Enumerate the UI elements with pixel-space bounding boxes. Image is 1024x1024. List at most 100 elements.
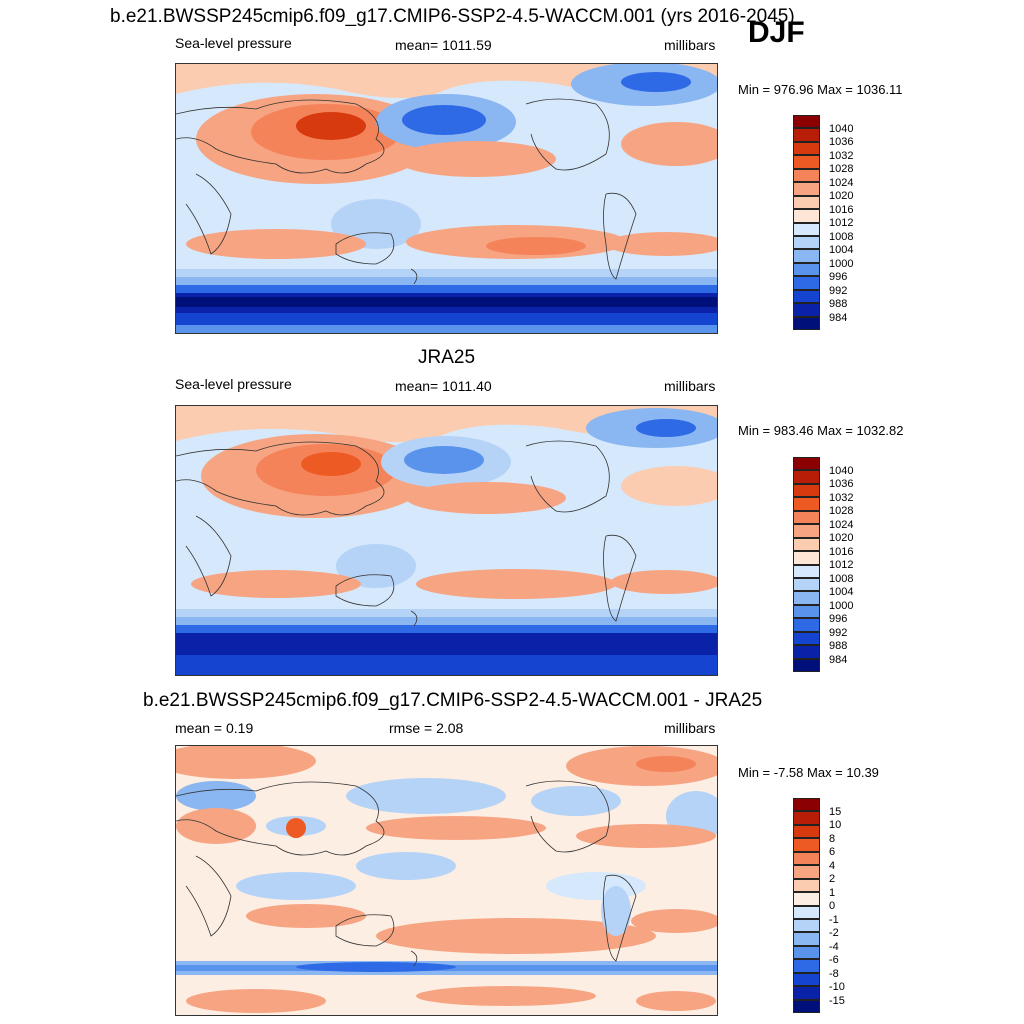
- colorbar-tick-label: 984: [829, 311, 848, 324]
- colorbar-tick-label: 1024: [829, 176, 854, 189]
- colorbar-tick-label: 10: [829, 819, 842, 831]
- colorbar-tick-label: 15: [829, 805, 842, 818]
- panel3-mean-label: mean = 0.19: [175, 720, 254, 736]
- season-label: DJF: [748, 16, 805, 49]
- colorbar-cell: [793, 235, 820, 250]
- colorbar-tick-label: 1028: [829, 163, 854, 175]
- colorbar-cell: [793, 262, 820, 277]
- panel1-variable-label: Sea-level pressure: [175, 35, 292, 51]
- panel3-units-label: millibars: [664, 720, 716, 736]
- colorbar-tick-label: -6: [829, 954, 839, 966]
- colorbar-tick-label: 1036: [829, 478, 854, 490]
- colorbar-cell: [793, 115, 820, 129]
- colorbar-tick-label: 1032: [829, 491, 854, 504]
- panel3-map: [175, 745, 718, 1016]
- panel1-minmax: Min = 976.96 Max = 1036.11: [738, 82, 903, 97]
- colorbar-tick-label: 0: [829, 900, 836, 912]
- colorbar-tick-label: 1012: [829, 217, 854, 229]
- colorbar-cell: [793, 483, 820, 498]
- colorbar-cell: [793, 972, 820, 987]
- colorbar-cell: [793, 289, 820, 304]
- panel2-mean-label: mean= 1011.40: [395, 378, 492, 394]
- colorbar-tick-label: 1004: [829, 244, 854, 256]
- colorbar-cell: [793, 631, 820, 646]
- panel2-minmax: Min = 983.46 Max = 1032.82: [738, 423, 904, 438]
- colorbar-tick-label: 1000: [829, 257, 854, 270]
- colorbar-cell: [793, 824, 820, 839]
- colorbar-cell: [793, 497, 820, 511]
- colorbar-cell: [793, 537, 820, 552]
- colorbar-cell: [793, 128, 820, 142]
- colorbar-tick-label: 984: [829, 653, 848, 666]
- colorbar-cell: [793, 470, 820, 484]
- colorbar-cell: [793, 155, 820, 169]
- panel1-units-label: millibars: [664, 37, 716, 53]
- panel1-title: b.e21.BWSSP245cmip6.f09_g17.CMIP6-SSP2-4…: [110, 6, 795, 27]
- colorbar-tick-label: 6: [829, 846, 836, 858]
- colorbar-cell: [793, 865, 820, 879]
- colorbar-cell: [793, 141, 820, 156]
- colorbar-tick-label: 8: [829, 832, 836, 845]
- colorbar-cell: [793, 276, 820, 290]
- colorbar-cell: [793, 195, 820, 210]
- colorbar-cell: [793, 986, 820, 1000]
- colorbar-cell: [793, 182, 820, 196]
- colorbar-tick-label: -8: [829, 967, 839, 980]
- colorbar-cell: [793, 168, 820, 183]
- colorbar-tick-label: 988: [829, 298, 848, 310]
- panel2-units-label: millibars: [664, 378, 716, 394]
- colorbar-tick-label: 1040: [829, 464, 854, 477]
- colorbar-tick-label: 1000: [829, 599, 854, 612]
- colorbar-cell: [793, 591, 820, 605]
- colorbar-cell: [793, 932, 820, 946]
- colorbar-cell: [793, 457, 820, 471]
- colorbar-tick-label: 1016: [829, 545, 854, 558]
- colorbar-tick-label: -1: [829, 913, 839, 926]
- panel2-map: [175, 405, 718, 676]
- colorbar-tick-label: -4: [829, 940, 839, 953]
- colorbar-tick-label: 1032: [829, 149, 854, 162]
- colorbar-tick-label: 1012: [829, 559, 854, 571]
- colorbar-cell: [793, 918, 820, 933]
- colorbar-tick-label: 1020: [829, 532, 854, 544]
- colorbar-cell: [793, 577, 820, 592]
- colorbar-tick-label: 992: [829, 284, 848, 297]
- colorbar-cell: [793, 878, 820, 893]
- panel1-mean-label: mean= 1011.59: [395, 37, 492, 53]
- colorbar-tick-label: 992: [829, 626, 848, 639]
- colorbar-tick-label: 1008: [829, 230, 854, 243]
- panel3-title: b.e21.BWSSP245cmip6.f09_g17.CMIP6-SSP2-4…: [143, 690, 763, 711]
- colorbar-tick-label: 988: [829, 640, 848, 652]
- colorbar-cell: [793, 564, 820, 578]
- colorbar-cell: [793, 249, 820, 263]
- colorbar-cell: [793, 892, 820, 906]
- colorbar-cell: [793, 524, 820, 538]
- colorbar-cell: [793, 798, 820, 812]
- colorbar-cell: [793, 658, 820, 672]
- colorbar-cell: [793, 959, 820, 973]
- panel3-colorbar: [793, 798, 820, 1013]
- colorbar-cell: [793, 551, 820, 565]
- colorbar-cell: [793, 222, 820, 236]
- colorbar-tick-label: 996: [829, 271, 848, 283]
- colorbar-tick-label: 1028: [829, 505, 854, 517]
- colorbar-cell: [793, 604, 820, 619]
- colorbar-tick-label: -2: [829, 927, 839, 939]
- panel1-colorbar: [793, 115, 820, 330]
- colorbar-tick-label: -15: [829, 994, 845, 1007]
- panel2-colorbar: [793, 457, 820, 672]
- colorbar-cell: [793, 838, 820, 852]
- colorbar-tick-label: 1: [829, 886, 836, 899]
- colorbar-cell: [793, 209, 820, 223]
- colorbar-cell: [793, 645, 820, 659]
- colorbar-cell: [793, 303, 820, 317]
- colorbar-tick-label: 996: [829, 613, 848, 625]
- colorbar-cell: [793, 618, 820, 632]
- colorbar-tick-label: -10: [829, 981, 845, 993]
- colorbar-tick-label: 1024: [829, 518, 854, 531]
- colorbar-cell: [793, 510, 820, 525]
- colorbar-cell: [793, 945, 820, 960]
- colorbar-cell: [793, 999, 820, 1013]
- colorbar-tick-label: 4: [829, 859, 836, 872]
- colorbar-cell: [793, 316, 820, 330]
